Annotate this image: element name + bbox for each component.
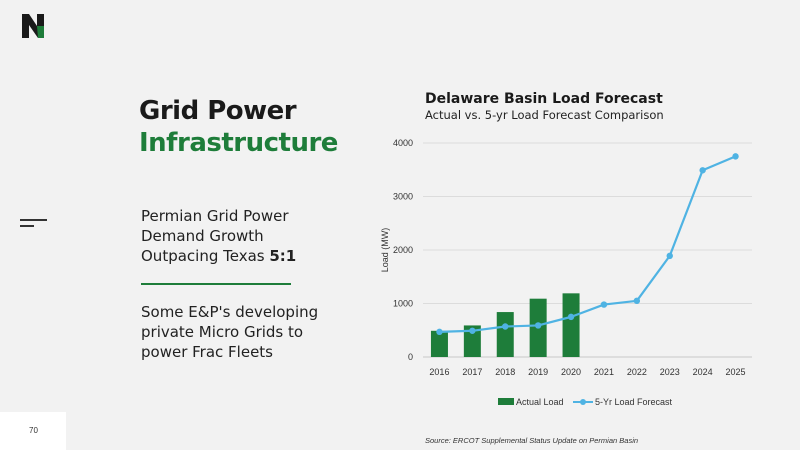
x-tick-label: 2016 [429,367,449,377]
bar-actual-load [463,325,481,357]
forecast-point [502,323,509,330]
x-tick-label: 2019 [528,367,548,377]
legend-swatch-forecast-point [580,399,586,405]
forecast-point [699,167,706,174]
forecast-point [600,301,608,308]
forecast-point [436,328,443,336]
legend-label-forecast: 5-Yr Load Forecast [595,397,673,407]
x-tick-label: 2017 [462,367,482,377]
y-tick-label: 4000 [393,138,413,148]
bullet-point-1: Permian Grid Power Demand Growth Outpaci… [141,206,331,266]
chart-title: Delaware Basin Load Forecast [425,91,663,107]
chart-subtitle: Actual vs. 5-yr Load Forecast Comparison [425,108,664,122]
y-tick-label: 0 [408,352,413,362]
decorative-dash-bottom [20,225,34,227]
forecast-point [534,322,542,329]
forecast-point [732,153,739,160]
y-axis-label: Load (MW) [380,228,390,273]
x-tick-label: 2025 [726,367,746,377]
page-number: 70 [29,426,38,435]
x-tick-label: 2021 [594,367,614,377]
slide-title: Grid Power Infrastructure [139,95,338,159]
legend-swatch-actual-load [498,398,514,405]
y-tick-label: 1000 [393,299,413,309]
bullet-1-emphasis: 5:1 [269,247,297,265]
bar-actual-load [430,330,448,357]
forecast-point [666,252,673,260]
y-tick-label: 2000 [393,245,413,255]
x-tick-label: 2022 [627,367,647,377]
title-line-1: Grid Power [139,96,297,126]
page-number-box [0,412,66,450]
x-tick-label: 2020 [561,367,581,377]
title-line-2: Infrastructure [139,128,338,158]
x-tick-label: 2023 [660,367,680,377]
forecast-line [439,155,736,333]
forecast-point [469,327,476,334]
forecast-point [633,297,641,305]
company-logo-icon [22,14,44,38]
y-tick-label: 3000 [393,192,413,202]
bar-actual-load [562,293,580,357]
forecast-point [567,313,575,321]
x-tick-label: 2018 [495,367,515,377]
source-note: Source: ERCOT Supplemental Status Update… [425,436,639,445]
decorative-dash-top [20,219,47,221]
bar-actual-load [496,312,514,357]
green-divider [141,283,291,285]
legend-label-actual-load: Actual Load [516,397,564,407]
bullet-point-2: Some E&P's developing private Micro Grid… [141,303,319,361]
x-tick-label: 2024 [693,367,713,377]
bullet-1-text: Permian Grid Power Demand Growth Outpaci… [141,207,289,265]
